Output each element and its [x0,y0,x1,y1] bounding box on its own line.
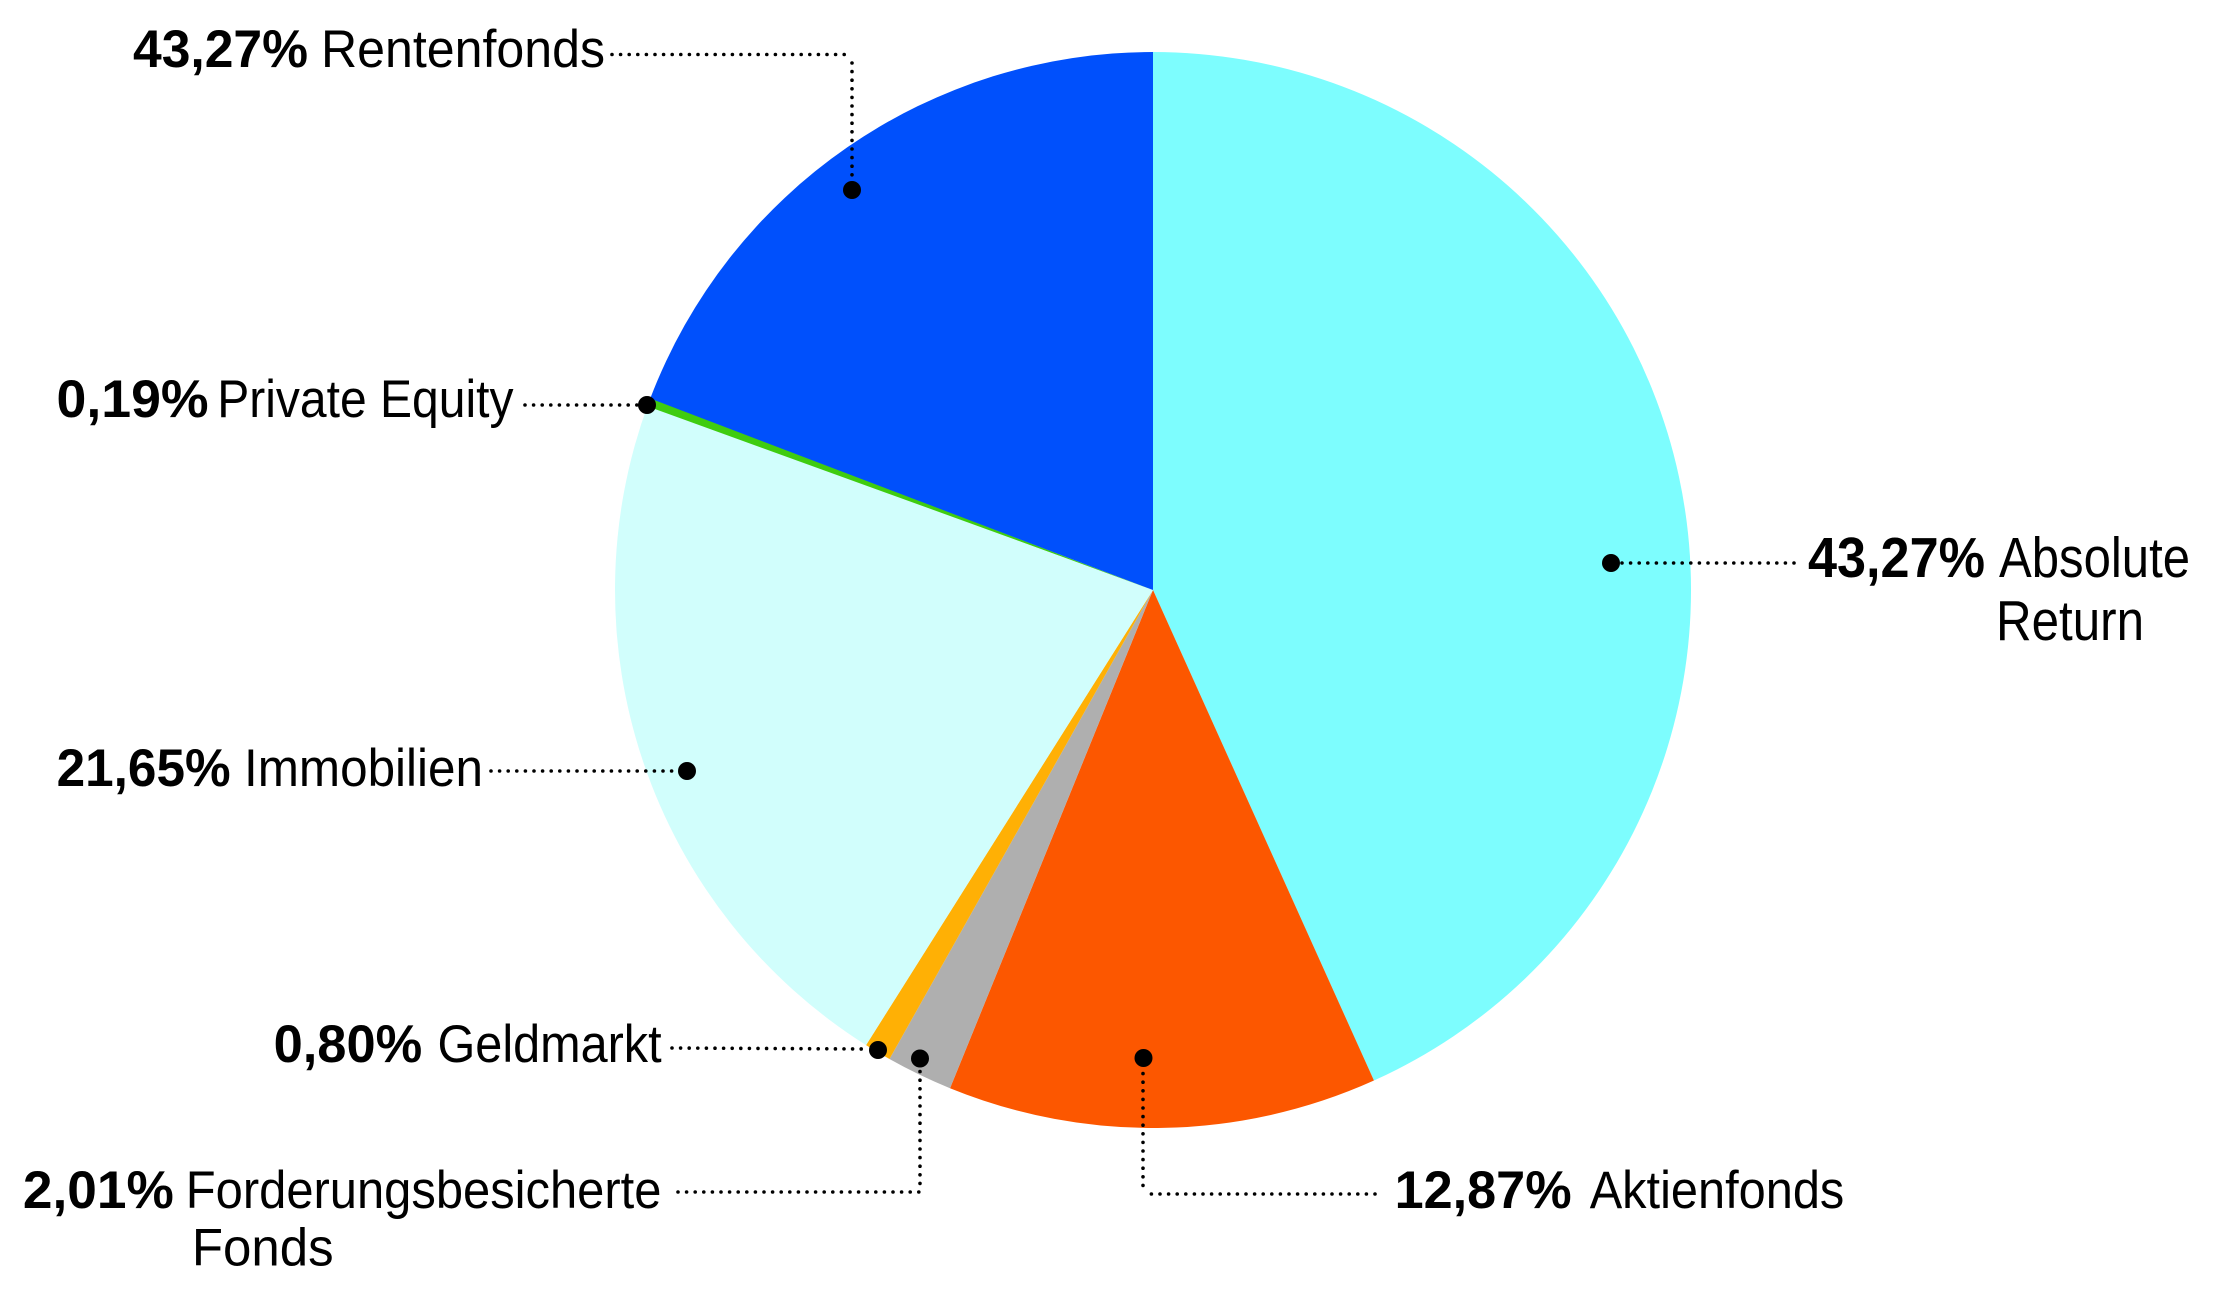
svg-text:Fonds: Fonds [192,1219,334,1278]
svg-text:0,19%: 0,19% [57,370,209,429]
svg-text:Private Equity: Private Equity [217,370,514,429]
svg-text:0,80%: 0,80% [274,1015,423,1074]
svg-text:Absolute: Absolute [1999,526,2190,589]
svg-text:43,27%: 43,27% [133,20,308,79]
svg-text:21,65%: 21,65% [57,739,231,798]
svg-text:Immobilien: Immobilien [244,739,483,798]
svg-text:Geldmarkt: Geldmarkt [438,1015,662,1074]
svg-text:Forderungsbesicherte: Forderungsbesicherte [186,1161,662,1220]
svg-text:2,01%: 2,01% [23,1161,174,1220]
svg-text:12,87%: 12,87% [1395,1161,1572,1220]
svg-text:Return: Return [1996,589,2144,652]
svg-text:43,27%: 43,27% [1808,526,1985,589]
svg-text:Aktienfonds: Aktienfonds [1590,1161,1845,1220]
svg-text:Rentenfonds: Rentenfonds [321,20,605,79]
